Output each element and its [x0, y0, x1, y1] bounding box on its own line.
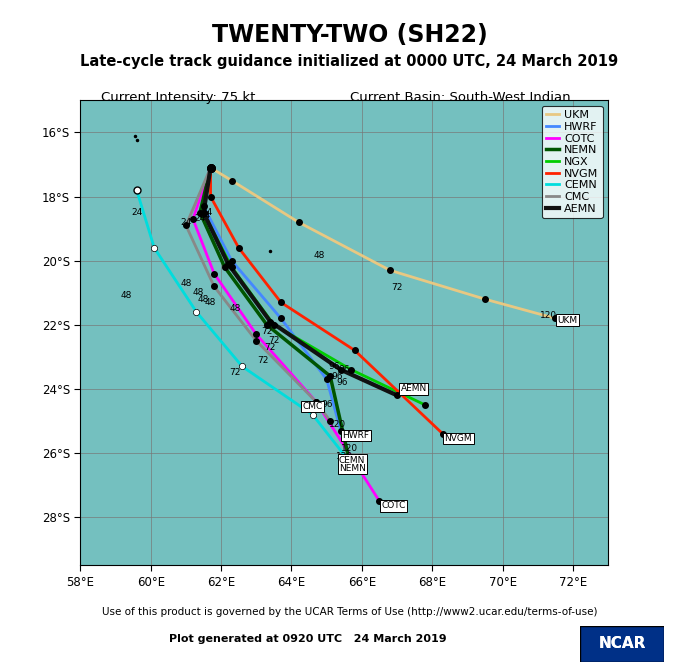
Text: AEMN: AEMN: [401, 385, 427, 393]
Text: 24: 24: [194, 215, 206, 223]
Text: COTC: COTC: [381, 502, 405, 510]
Text: 72: 72: [229, 369, 241, 377]
Text: Use of this product is governed by the UCAR Terms of Use (http://www2.ucar.edu/t: Use of this product is governed by the U…: [102, 607, 597, 617]
Text: 96: 96: [338, 365, 350, 374]
Text: Plot generated at 0920 UTC   24 March 2019: Plot generated at 0920 UTC 24 March 2019: [168, 634, 447, 644]
Text: 96: 96: [331, 371, 343, 381]
Text: 48: 48: [198, 294, 209, 304]
Text: 24: 24: [131, 208, 143, 217]
Text: 48: 48: [229, 304, 241, 313]
Text: 120: 120: [339, 462, 356, 470]
Text: NCAR: NCAR: [598, 636, 646, 652]
Text: 72: 72: [258, 356, 269, 365]
Text: 96: 96: [321, 401, 333, 409]
Text: 48: 48: [205, 298, 216, 307]
Text: 120: 120: [341, 444, 358, 453]
Text: 72: 72: [265, 343, 276, 352]
Text: NCAR: NCAR: [598, 636, 646, 652]
Legend: UKM, HWRF, COTC, NEMN, NGX, NVGM, CEMN, CMC, AEMN: UKM, HWRF, COTC, NEMN, NGX, NVGM, CEMN, …: [542, 106, 603, 218]
Text: TWENTY-TWO (SH22): TWENTY-TWO (SH22): [212, 23, 487, 47]
Text: Current Basin: South-West Indian: Current Basin: South-West Indian: [350, 91, 570, 104]
Text: 72: 72: [261, 326, 273, 336]
Text: UKM: UKM: [557, 316, 577, 324]
Text: 24: 24: [200, 211, 211, 220]
Text: CEMN
NEMN: CEMN NEMN: [339, 456, 366, 473]
Text: HWRF: HWRF: [343, 431, 370, 440]
Text: 120: 120: [329, 419, 346, 429]
Text: Late-cycle track guidance initialized at 0000 UTC, 24 March 2019: Late-cycle track guidance initialized at…: [80, 54, 619, 68]
Text: 24: 24: [180, 217, 192, 227]
Text: Current Intensity: 75 kt: Current Intensity: 75 kt: [101, 91, 256, 104]
Text: 48: 48: [180, 278, 192, 288]
Text: 72: 72: [391, 284, 403, 292]
Text: NVGM: NVGM: [445, 434, 472, 443]
Text: 48: 48: [120, 292, 132, 300]
Text: 72: 72: [268, 337, 280, 345]
Text: 48: 48: [314, 252, 325, 260]
Text: 120: 120: [343, 433, 360, 442]
Text: 96: 96: [328, 362, 340, 371]
Text: 24: 24: [201, 208, 212, 217]
Text: CMC: CMC: [302, 402, 322, 411]
Text: 96: 96: [337, 378, 348, 387]
Text: 48: 48: [192, 288, 204, 297]
Text: 120: 120: [336, 452, 353, 461]
Text: 120: 120: [540, 310, 557, 320]
